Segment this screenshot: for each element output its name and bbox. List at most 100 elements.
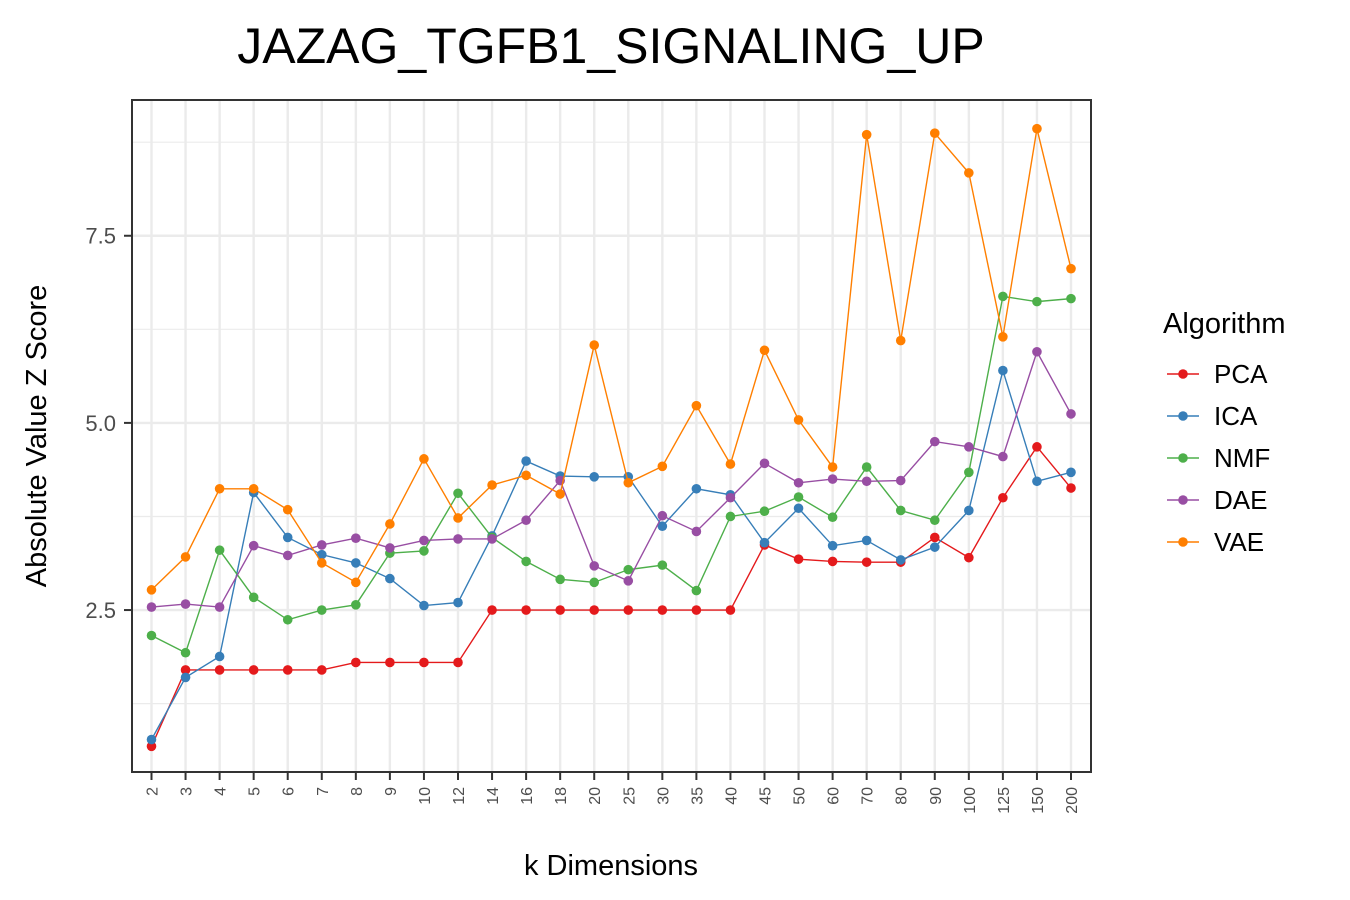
data-point-dae [316,540,327,550]
data-point-vae [964,168,974,178]
legend-label-nmf: NMF [1214,443,1270,473]
data-point-pca [248,665,259,675]
data-point-dae [623,576,634,586]
data-point-nmf [555,574,565,585]
data-point-nmf [725,511,736,522]
series-line-ica [150,367,1072,740]
legend-key-point [1178,453,1188,463]
series-line-dae [151,350,1072,608]
data-point-dae [282,550,293,561]
legend-key-point [1178,495,1188,505]
x-tick-label: 18 [553,787,570,805]
x-tick-label: 50 [792,787,809,805]
chart-title: JAZAG_TGFB1_SIGNALING_UP [237,18,984,74]
data-point-ica [759,537,770,548]
data-point-vae [521,470,531,481]
data-point-pca [316,665,327,675]
data-point-vae [385,519,395,529]
data-point-vae [555,489,565,499]
data-point-pca [1066,483,1076,493]
x-tick-label: 8 [349,787,366,796]
data-point-ica [180,672,191,683]
data-point-pca [214,665,225,675]
data-point-pca [657,605,668,615]
data-point-ica [895,555,906,565]
data-point-pca [282,665,293,675]
data-point-nmf [589,577,600,588]
data-point-dae [385,543,395,553]
legend-key-nmf [1167,453,1199,463]
data-point-nmf [964,467,974,478]
data-point-nmf [827,512,838,523]
data-point-dae [1032,346,1042,357]
data-point-nmf [351,600,361,610]
legend-label-pca: PCA [1214,359,1268,389]
data-point-vae [793,415,804,425]
data-point-pca [725,605,736,615]
legend-label-vae: VAE [1214,527,1264,557]
data-point-ica [351,558,361,568]
data-point-ica [385,573,395,584]
data-point-nmf [419,546,429,556]
data-point-ica [827,540,838,551]
y-axis-title: Absolute Value Z Score [21,285,53,588]
series-line-vae [151,128,1072,591]
data-point-vae [214,483,225,494]
data-point-pca [1032,442,1042,452]
x-tick-label: 45 [758,787,775,805]
data-point-nmf [1066,293,1076,304]
legend-key-point [1178,537,1188,547]
data-point-pca [180,665,191,675]
data-point-nmf [282,614,293,625]
x-tick-label: 40 [723,787,740,805]
data-point-vae [1032,123,1042,134]
legend-key-point [1178,369,1188,379]
x-tick-label: 3 [179,787,196,796]
data-point-pca [146,741,157,752]
data-point-dae [827,474,838,484]
data-point-dae [487,534,497,544]
data-point-dae [146,602,157,612]
data-point-vae [453,513,463,523]
data-point-ica [861,535,872,546]
data-point-vae [895,335,906,346]
data-point-vae [282,504,293,515]
data-point-dae [929,436,940,447]
x-tick-label: 80 [894,787,911,805]
data-point-dae [1066,409,1076,419]
data-point-vae [929,128,940,138]
series-line-nmf [151,295,1072,654]
data-point-nmf [316,605,327,615]
data-point-dae [964,442,974,452]
data-point-nmf [623,564,634,575]
data-point-dae [895,475,906,486]
x-tick-label: 2 [145,787,162,796]
data-point-nmf [248,592,259,603]
data-point-dae [351,533,361,543]
x-tick-label: 25 [621,787,638,805]
data-point-ica [316,549,327,560]
legend-label-ica: ICA [1214,401,1258,431]
data-point-pca [521,605,531,615]
data-point-vae [589,340,600,350]
data-point-vae [180,552,191,562]
data-point-dae [691,526,702,537]
series-line-pca [150,445,1072,747]
data-point-pca [623,605,634,615]
data-point-pca [691,605,702,615]
data-point-vae [487,480,497,490]
x-tick-label: 12 [451,787,468,805]
data-point-ica [214,651,225,662]
data-point-vae [827,462,838,472]
x-tick-label: 20 [587,787,604,805]
data-point-dae [214,602,225,612]
data-point-vae [1066,263,1076,274]
x-tick-label: 9 [383,787,400,796]
data-point-dae [589,561,600,571]
data-point-pca [998,492,1008,503]
data-point-vae [623,477,634,488]
data-point-vae [759,345,770,356]
data-point-ica [419,600,429,611]
data-point-ica [589,471,600,482]
